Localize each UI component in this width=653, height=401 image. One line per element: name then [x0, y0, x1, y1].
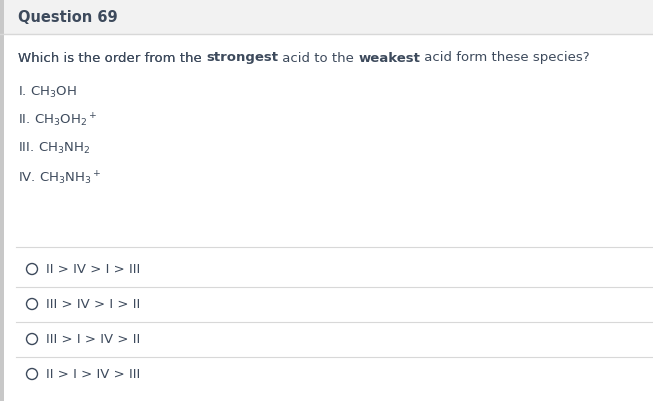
Text: II. CH$_3$OH$_2$$^+$: II. CH$_3$OH$_2$$^+$: [18, 111, 97, 128]
Text: III > IV > I > II: III > IV > I > II: [46, 298, 140, 311]
Text: Which is the order from the: Which is the order from the: [18, 51, 206, 64]
Text: II > IV > I > III: II > IV > I > III: [46, 263, 140, 276]
Text: IV. CH$_3$NH$_3$$^+$: IV. CH$_3$NH$_3$$^+$: [18, 169, 101, 186]
Text: strongest: strongest: [206, 51, 278, 64]
Text: Which is the order from the: Which is the order from the: [18, 51, 206, 64]
Text: I. CH$_3$OH: I. CH$_3$OH: [18, 84, 77, 99]
Text: III > I > IV > II: III > I > IV > II: [46, 333, 140, 346]
Text: weakest: weakest: [358, 51, 420, 64]
Text: II > I > IV > III: II > I > IV > III: [46, 368, 140, 381]
Text: Question 69: Question 69: [18, 10, 118, 25]
Text: acid form these species?: acid form these species?: [420, 51, 590, 64]
Text: acid to the: acid to the: [278, 51, 358, 64]
Text: III. CH$_3$NH$_2$: III. CH$_3$NH$_2$: [18, 140, 90, 155]
FancyBboxPatch shape: [0, 0, 4, 401]
FancyBboxPatch shape: [0, 0, 653, 35]
